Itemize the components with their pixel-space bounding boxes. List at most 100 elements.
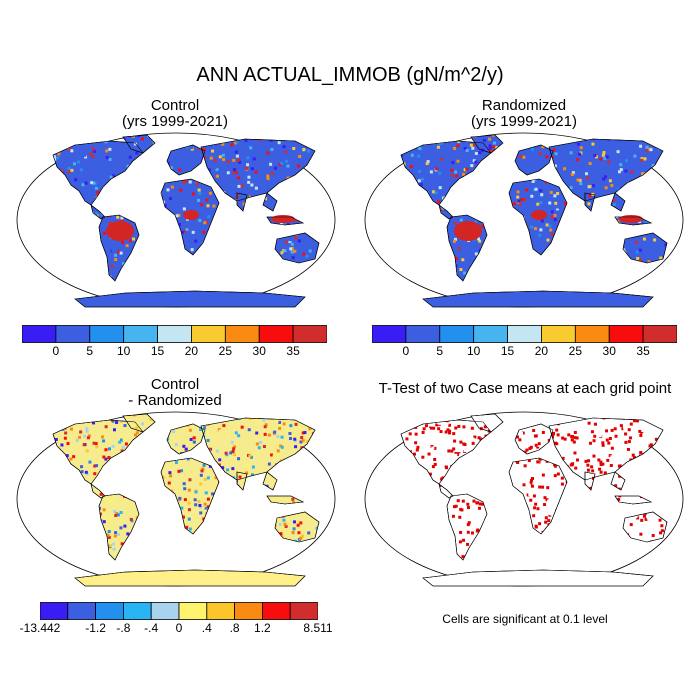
grid-cell [235,140,239,144]
grid-cell [415,439,419,443]
grid-cell [189,146,193,150]
grid-cell [584,172,588,176]
grid-cell [316,414,319,418]
coastline [508,457,568,535]
grid-cell [126,532,130,536]
grid-cell [662,160,666,164]
grid-cell [479,437,483,441]
grid-cell [409,165,413,169]
grid-cell [429,170,433,174]
grid-cell [678,192,681,195]
grid-cell [554,152,558,156]
grid-cell [291,410,294,413]
grid-cell [640,431,644,435]
grid-cell [264,423,268,427]
grid-cell [174,205,178,209]
grid-cell [431,446,435,450]
grid-cell [169,474,173,478]
grid-cell [264,197,268,201]
grid-cell [601,153,605,157]
randomized-map [364,132,684,309]
grid-cell [531,179,535,183]
grid-cell [267,462,271,466]
grid-cell [280,251,284,255]
grid-cell [643,514,647,518]
grid-cell [676,159,679,162]
grid-cell [530,484,534,488]
grid-cell [111,444,115,448]
grid-cell [166,188,170,192]
grid-cell [292,527,296,531]
grid-cell [383,427,386,430]
grid-cell [660,529,664,533]
grid-cell [259,135,263,136]
grid-cell [17,463,20,466]
grid-cell [639,532,643,536]
grid-cell [612,198,616,202]
grid-cell [206,476,210,480]
grid-cell [214,476,218,480]
grid-cell [619,168,623,172]
grid-cell [118,414,122,418]
grid-cell [211,149,215,153]
grid-cell [604,186,608,190]
grid-cell [325,539,328,542]
grid-cell [471,437,475,441]
grid-cell [190,308,193,309]
grid-cell [19,142,22,145]
grid-cell [454,504,458,508]
grid-cell [670,160,673,163]
grid-cell [327,156,330,159]
grid-cell [519,154,523,158]
grid-cell [254,186,258,190]
grid-cell [15,185,18,188]
grid-cell [668,563,671,566]
grid-cell [315,436,319,440]
grid-cell [529,481,533,485]
grid-cell [590,430,594,434]
grid-cell [383,550,386,553]
grid-cell [305,439,309,443]
grid-cell [116,532,120,536]
grid-cell [20,132,23,135]
grid-cell [22,580,25,583]
grid-cell [365,163,368,166]
grid-cell [674,175,677,178]
grid-cell [247,428,251,432]
grid-cell [659,557,663,560]
grid-cell [22,461,25,464]
grid-cell [541,430,545,434]
grid-cell [391,308,394,309]
grid-cell [663,276,667,280]
grid-cell [681,265,684,268]
grid-cell [623,586,626,588]
grid-cell [331,278,334,281]
grid-cell [26,269,29,272]
grid-cell [172,430,176,434]
grid-cell [115,420,119,424]
grid-cell [188,478,192,482]
grid-cell [414,412,417,415]
grid-cell [307,576,310,579]
grid-cell [433,457,437,461]
grid-cell [20,463,23,466]
grid-cell [94,186,98,190]
grid-cell [394,441,397,444]
grid-cell [256,135,260,138]
grid-cell [664,433,667,437]
grid-cell [672,143,675,146]
grid-cell [26,284,29,287]
grid-cell [671,270,674,273]
grid-cell [364,474,367,477]
grid-cell [663,568,666,571]
grid-cell [559,448,563,452]
coastline [610,192,626,212]
grid-cell [319,563,322,566]
grid-cell [414,299,417,302]
grid-cell [614,484,618,488]
colorbar-swatch [224,325,260,343]
grid-cell [640,132,643,135]
grid-cell [381,550,384,553]
grid-cell [297,164,301,168]
grid-cell [601,443,605,447]
